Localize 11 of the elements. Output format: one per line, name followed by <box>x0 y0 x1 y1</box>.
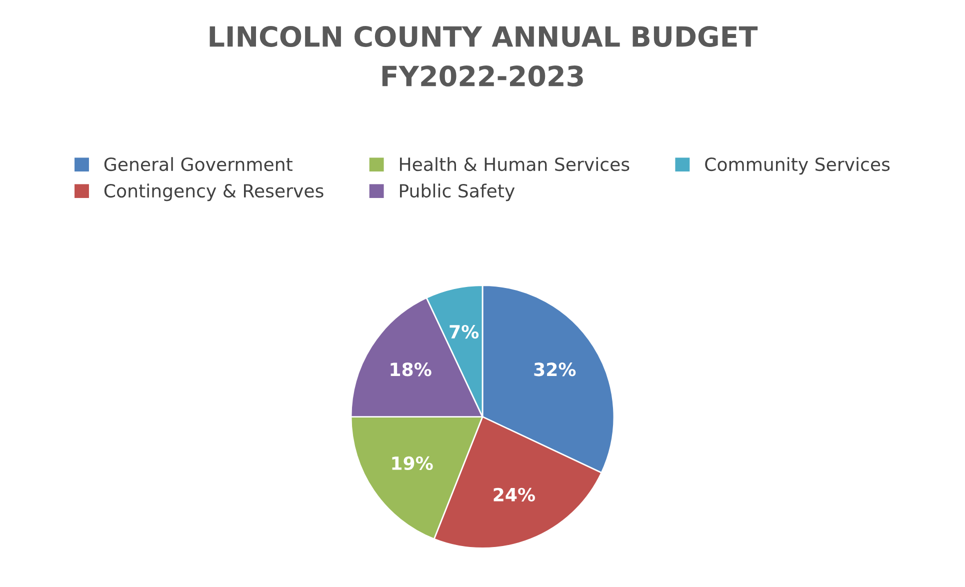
data-label: 24% <box>494 488 535 502</box>
chart-title: LINCOLN COUNTY ANNUAL BUDGET FY2022-2023 <box>210 26 758 87</box>
data-label: 19% <box>392 456 433 470</box>
data-label: 7% <box>450 324 479 339</box>
legend-label: General Government <box>104 157 292 172</box>
legend-label: Contingency & Reserves <box>104 184 324 202</box>
legend-label: Public Safety <box>400 184 515 202</box>
legend-label: Community Services <box>705 157 890 175</box>
data-label: 32% <box>534 362 576 376</box>
legend-label: Health & Human Services <box>400 157 630 172</box>
data-label: 18% <box>390 362 432 376</box>
